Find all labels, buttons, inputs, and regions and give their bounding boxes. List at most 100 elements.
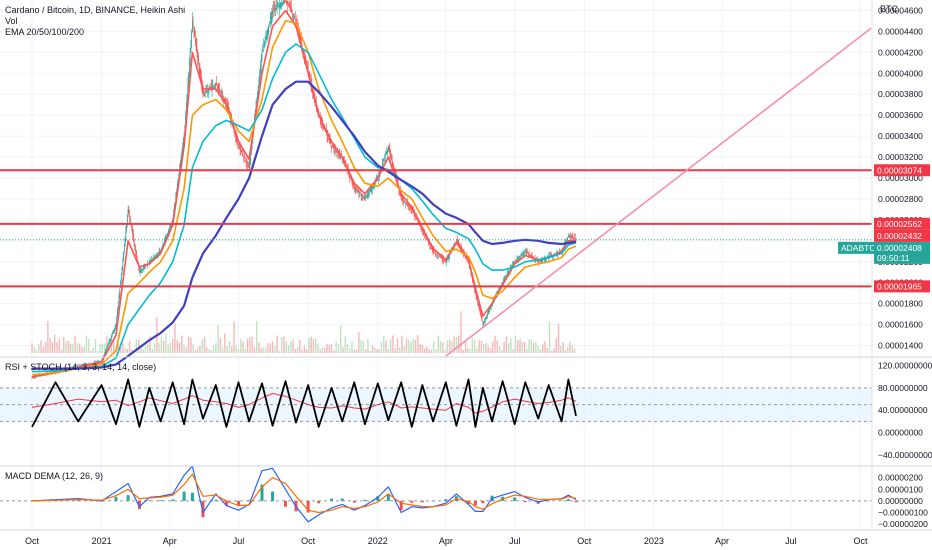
y-tick-label: 0.00001800 [878,299,923,309]
candle-body [449,254,451,257]
volume-bar [467,347,469,353]
volume-bar [455,337,458,353]
volume-bar [274,346,276,353]
candle-body [238,148,240,149]
candle-body [543,259,544,260]
candle-body [273,8,275,10]
volume-bar [183,344,185,353]
macd-histogram-bar [260,484,264,501]
macd-histogram-bar [224,500,228,506]
volume-bar [103,343,106,353]
candle-body [266,31,268,37]
candle-body [279,4,281,6]
volume-bar [312,339,315,353]
candle-body [126,223,127,232]
candle-body [278,5,280,7]
candle-body [515,260,516,262]
candle-body [404,202,406,204]
candle-body [269,19,271,24]
volume-bar [371,345,374,353]
volume-bar [405,338,408,353]
level-price-tag [874,217,930,230]
candle-body [247,164,249,165]
candle-body [105,349,107,353]
volume-bar [526,348,528,353]
candle-body [521,254,523,255]
candle-body [477,300,479,303]
volume-bar [439,340,442,353]
macd-y-tick-label: 0.00000000 [878,496,923,506]
candle-body [417,221,419,222]
candle-body [365,197,367,199]
candle-body [336,151,338,152]
candle-body [331,145,333,148]
volume-bar [88,339,90,353]
candle-body [114,326,116,329]
volume-bar [435,349,437,353]
volume-bar [376,349,378,353]
volume-bar [337,344,340,353]
price-pane[interactable] [0,0,872,380]
macd-histogram-bar [330,498,334,501]
volume-bar [430,349,433,353]
volume-bar [423,348,426,353]
candle-body [369,190,371,192]
candle-body [482,321,484,325]
candle-body [326,135,328,136]
candle-body [355,189,357,191]
macd-y-tick-label: −0.00000200 [878,519,928,529]
volume-bar [265,347,267,353]
candle-body [350,177,352,181]
candle-body [540,260,542,262]
volume-bar [162,340,165,353]
volume-bar [328,344,331,353]
candle-body [124,238,126,247]
volume-bar [321,347,324,353]
volume-bar [203,336,206,353]
macd-pane[interactable] [0,465,872,523]
candle-body [547,256,549,258]
volume-bar [210,350,213,353]
candle-body [207,89,209,93]
volume-bar [212,345,215,353]
volume-bar [235,345,237,353]
candle-body [536,260,538,262]
candle-body [294,16,295,18]
volume-bar [140,345,142,353]
candle-body [214,84,216,85]
volume-bar [169,342,172,353]
candle-body [360,195,362,196]
candle-body [215,83,217,86]
candle-body [574,238,576,240]
candle-body [260,59,262,67]
volume-bar [514,336,517,353]
volume-bar [566,347,569,353]
candle-body [141,269,143,271]
volume-bar [135,339,138,353]
candle-body [203,93,205,94]
candle-body [298,32,300,35]
candle-body [445,261,447,262]
volume-bar [290,341,292,353]
candle-body [185,115,186,125]
candle-body [159,251,161,254]
candle-body [432,249,434,252]
macd-histogram-bar [30,500,34,502]
candle-body [488,310,490,313]
rsi-stoch-pane[interactable] [0,378,872,428]
volume-bar [63,336,65,353]
candle-body [123,245,125,252]
macd-histogram-bar [566,499,570,501]
volume-bar [478,340,480,353]
candle-body [530,255,531,256]
candle-body [157,253,159,255]
volume-bar [480,341,483,353]
candle-body [382,162,384,166]
rsi-stoch-title: RSI + STOCH (14, 3, 3, 14, 14, close) [5,362,156,372]
macd-histogram-bar [247,500,251,501]
volume-bar [469,349,471,353]
volume-bar [53,334,56,353]
candle-body [487,312,489,314]
